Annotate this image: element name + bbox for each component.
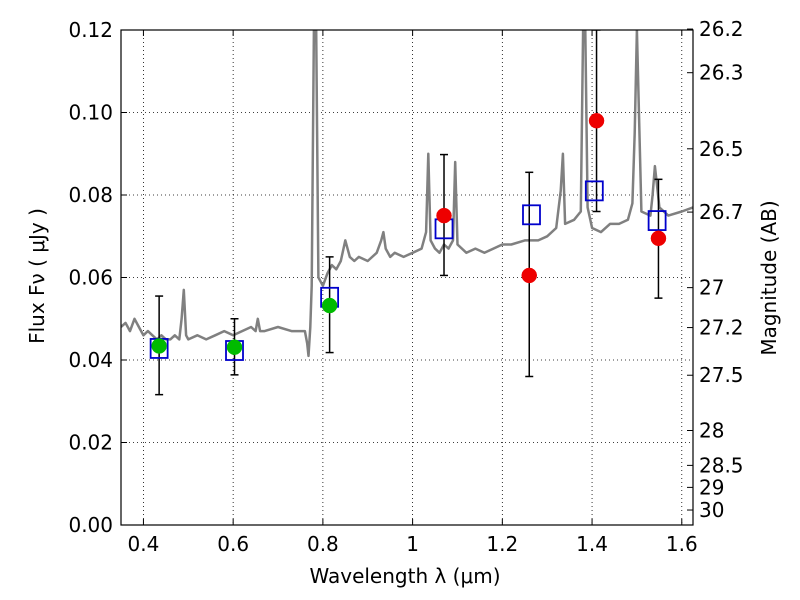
- y2-tick-label: 26.5: [699, 137, 744, 161]
- y2-tick-label: 27.2: [699, 316, 744, 340]
- red-data-point: [521, 267, 538, 284]
- red-data-point: [436, 207, 452, 224]
- spectrum-line: [121, 30, 693, 358]
- y2-tick-label: 27: [699, 276, 724, 300]
- red-data-point: [588, 113, 605, 129]
- y2-tick-label: 26.2: [699, 17, 744, 41]
- y-tick-label: 0.06: [68, 266, 113, 290]
- green-data-point: [151, 338, 167, 354]
- green-data-point: [226, 339, 243, 355]
- model-square-marker: [522, 204, 541, 226]
- y2-tick-label: 29: [699, 475, 724, 499]
- y-tick-label: 0.08: [68, 183, 113, 207]
- y-tick-label: 0.02: [68, 431, 113, 455]
- y-axis-label: Flux Fν ( μJy ): [25, 208, 49, 344]
- y2-tick-label: 26.3: [699, 61, 744, 85]
- y-tick-label: 0.12: [68, 18, 113, 42]
- x-tick-label: 0.6: [217, 532, 249, 556]
- y2-tick-label: 27.5: [699, 363, 744, 387]
- y-axis-ticks: 0.00 0.02 0.04 0.06 0.08 0.10 0.12: [68, 18, 127, 537]
- x-axis-ticks: 0.4 0.6 0.8 1 1.2 1.4 1.6: [128, 30, 698, 556]
- y2-axis-label: Magnitude (AB): [757, 200, 781, 355]
- y2-tick-label: 26.7: [699, 200, 744, 224]
- y2-tick-label: 28: [699, 419, 724, 443]
- x-tick-label: 1.2: [486, 532, 518, 556]
- plot-frame: [120, 29, 694, 526]
- x-tick-label: 1.4: [576, 532, 608, 556]
- green-data-point: [321, 297, 338, 314]
- x-tick-label: 1.6: [666, 532, 698, 556]
- y2-tick-label: 30: [699, 498, 724, 522]
- x-axis-label: Wavelength λ (μm): [309, 564, 500, 588]
- grid-lines: [121, 29, 693, 526]
- x-tick-label: 0.8: [307, 532, 339, 556]
- x-tick-label: 1: [406, 532, 419, 556]
- y-tick-label: 0.00: [68, 513, 113, 537]
- model-square-marker: [647, 210, 667, 231]
- model-square-marker: [584, 180, 604, 202]
- y2-tick-label: 28.5: [699, 453, 744, 477]
- plot-area: [121, 30, 693, 396]
- red-data-point: [650, 230, 667, 247]
- y-tick-label: 0.04: [68, 348, 113, 372]
- x-tick-label: 0.4: [128, 532, 160, 556]
- y-tick-label: 0.10: [68, 101, 113, 125]
